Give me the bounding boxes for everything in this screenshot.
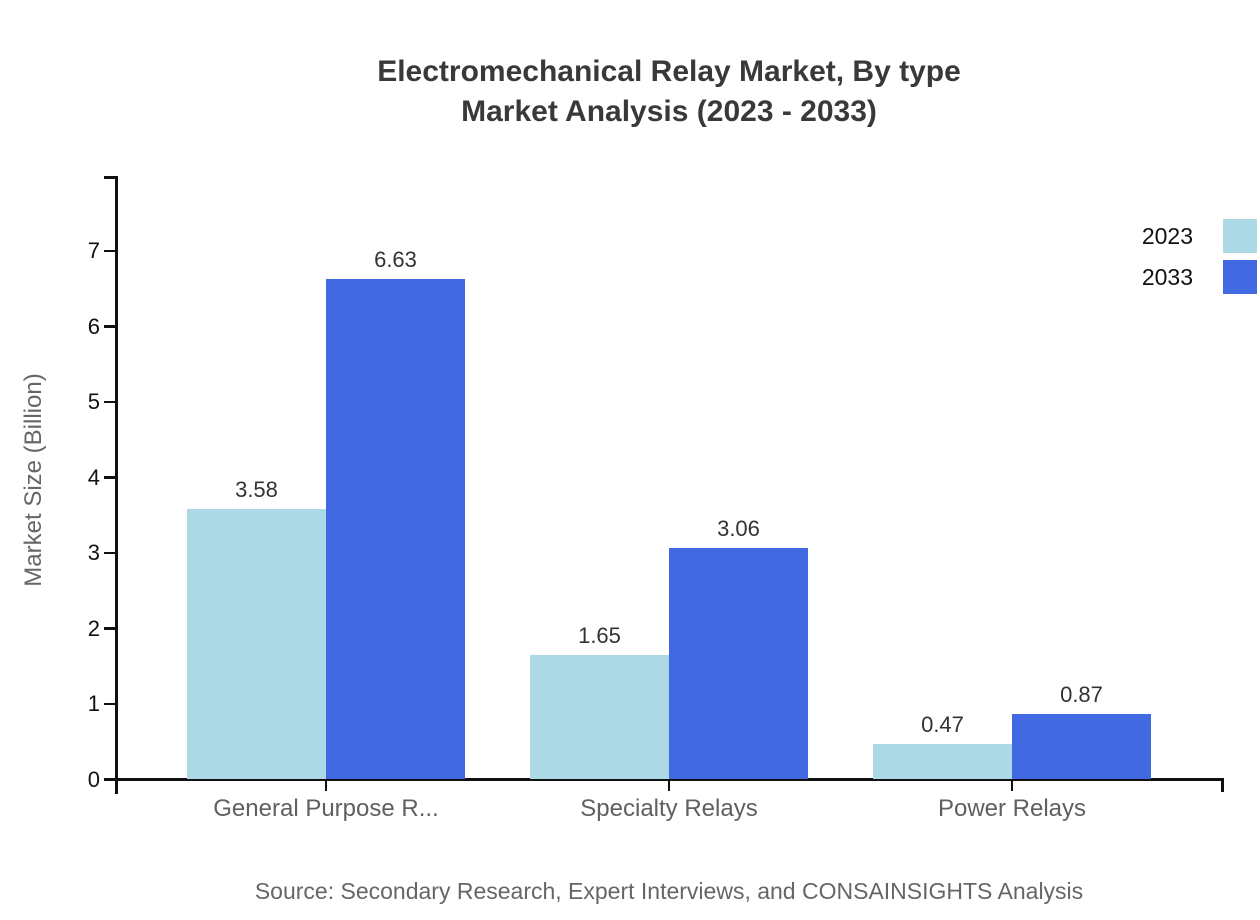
bar-value-label: 3.58	[235, 477, 278, 503]
legend: 2023 2033	[1142, 219, 1257, 301]
y-tick-mark	[104, 778, 116, 781]
y-tick-mark	[104, 476, 116, 479]
x-tick-mark	[324, 779, 328, 791]
bar-value-label: 1.65	[578, 622, 621, 648]
legend-item-2023: 2023	[1142, 219, 1257, 253]
legend-label: 2033	[1141, 263, 1193, 290]
y-tick-label: 0	[87, 766, 100, 792]
bar-2033-3	[1012, 713, 1151, 780]
category-label: Specialty Relays	[580, 795, 758, 822]
y-tick-label: 4	[87, 464, 100, 490]
y-axis-top-cap	[104, 176, 116, 179]
y-tick-label: 7	[87, 238, 100, 263]
legend-label: 2023	[1141, 222, 1193, 249]
y-tick-label: 1	[87, 691, 100, 716]
bar-value-label: 0.47	[921, 712, 964, 737]
bar-value-label: 3.06	[717, 516, 760, 542]
bar-2023-2	[530, 654, 669, 780]
category-label: Power Relays	[937, 795, 1087, 822]
chart-title-line-2: Market Analysis (2023 - 2033)	[461, 95, 877, 128]
y-tick-mark	[104, 325, 116, 328]
y-tick-mark	[104, 551, 116, 555]
bar-value-label: 6.63	[374, 246, 417, 272]
y-tick-mark	[104, 400, 116, 404]
bar-value-label: 0.87	[1060, 681, 1103, 707]
chart-title: Electromechanical Relay Market, By type …	[116, 52, 1222, 132]
x-tick-mark	[1010, 779, 1014, 791]
bar-2033-1	[326, 278, 465, 780]
legend-item-2033: 2033	[1142, 260, 1257, 294]
y-tick-mark	[104, 702, 116, 706]
x-tick-mark	[667, 779, 671, 791]
y-tick-label: 5	[87, 389, 100, 414]
category-label: General Purpose R...	[213, 795, 439, 822]
y-tick-label: 2	[87, 615, 100, 641]
source-attribution: Source: Secondary Research, Expert Inter…	[254, 878, 1084, 904]
bar-2023-3	[873, 744, 1012, 780]
legend-swatch	[1223, 260, 1257, 294]
legend-swatch	[1223, 219, 1257, 253]
y-tick-mark	[104, 249, 116, 253]
bar-2033-2	[669, 548, 808, 780]
x-axis-end-cap	[1221, 778, 1224, 792]
y-tick-label: 3	[87, 540, 100, 565]
y-tick-mark	[104, 627, 116, 630]
chart-title-line-1: Electromechanical Relay Market, By type	[377, 55, 961, 88]
y-tick-label: 6	[87, 313, 100, 339]
y-axis-line	[115, 176, 118, 794]
bar-2023-1	[187, 509, 326, 780]
